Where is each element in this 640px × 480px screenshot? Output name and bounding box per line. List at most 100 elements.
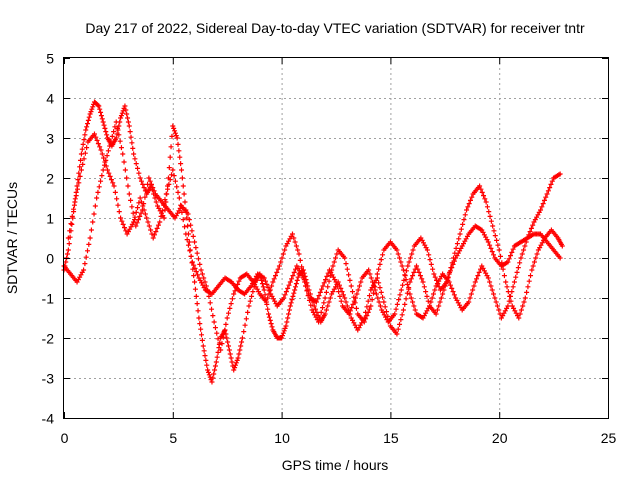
- data-point-interp: [367, 271, 373, 277]
- data-point-interp: [166, 181, 172, 187]
- data-point-interp: [350, 289, 356, 295]
- data-point-interp: [521, 299, 527, 305]
- data-point: [213, 359, 219, 365]
- data-point-interp: [526, 232, 532, 238]
- data-point-interp: [125, 115, 131, 121]
- data-point-interp: [229, 359, 235, 365]
- data-point-interp: [297, 257, 303, 263]
- data-point: [122, 103, 128, 109]
- data-point-interp: [349, 305, 355, 311]
- data-point-interp: [456, 236, 462, 242]
- x-axis-label: GPS time / hours: [282, 457, 389, 473]
- data-point-interp: [86, 241, 92, 247]
- data-point-interp: [337, 293, 343, 299]
- data-point-interp: [154, 225, 160, 231]
- data-point-interp: [174, 184, 180, 190]
- data-point-interp: [97, 144, 103, 150]
- data-point-interp: [169, 133, 175, 139]
- data-point-interp: [124, 111, 130, 117]
- data-point-interp: [462, 212, 468, 218]
- y-tick-label: 1: [46, 211, 54, 227]
- data-point-interp: [495, 242, 501, 248]
- data-point: [185, 211, 191, 217]
- data-point-interp: [295, 247, 301, 253]
- data-point-interp: [397, 255, 403, 261]
- data-point: [287, 303, 293, 309]
- data-point-interp: [466, 201, 472, 207]
- data-point-interp: [334, 284, 340, 290]
- data-point-interp: [520, 303, 526, 309]
- data-point-interp: [129, 204, 135, 210]
- data-point-interp: [90, 104, 96, 110]
- data-point: [100, 119, 106, 125]
- data-point-interp: [84, 124, 90, 130]
- data-point-interp: [488, 245, 494, 251]
- data-point-interp: [475, 273, 481, 279]
- data-point-interp: [478, 186, 484, 192]
- data-point-interp: [338, 298, 344, 304]
- data-point-interp: [129, 140, 135, 146]
- data-point-interp: [85, 248, 91, 254]
- data-point-interp: [539, 204, 545, 210]
- data-point: [246, 303, 252, 309]
- data-point: [170, 123, 176, 129]
- data-point-interp: [95, 141, 101, 147]
- data-point-interp: [508, 253, 514, 259]
- data-point: [400, 267, 406, 273]
- data-point-interp: [344, 303, 350, 309]
- data-point-interp: [284, 319, 290, 325]
- data-point: [516, 315, 522, 321]
- data-point: [133, 223, 139, 229]
- data-point: [78, 167, 84, 173]
- data-point-interp: [168, 172, 174, 178]
- data-point-interp: [397, 292, 403, 298]
- data-point-interp: [125, 119, 131, 125]
- data-point-interp: [434, 277, 440, 283]
- data-point-interp: [380, 252, 386, 258]
- data-point-interp: [528, 273, 534, 279]
- data-point-interp: [508, 298, 514, 304]
- data-point-interp: [265, 306, 271, 312]
- data-point-interp: [84, 145, 90, 151]
- y-tick-label: 4: [46, 91, 54, 107]
- data-point-interp: [326, 299, 332, 305]
- data-point-interp: [500, 266, 506, 272]
- data-point-interp: [373, 291, 379, 297]
- data-point-interp: [318, 309, 324, 315]
- data-point-interp: [64, 251, 70, 257]
- data-point-interp: [426, 252, 432, 258]
- data-point-interp: [369, 297, 375, 303]
- data-point-interp: [288, 300, 294, 306]
- data-point: [224, 315, 230, 321]
- data-point-interp: [530, 222, 536, 228]
- data-point-interp: [201, 275, 207, 281]
- data-point: [65, 247, 71, 253]
- data-point-interp: [241, 329, 247, 335]
- data-point: [407, 279, 413, 285]
- x-tick-label: 0: [61, 430, 69, 446]
- data-point-interp: [398, 259, 404, 265]
- data-point-interp: [293, 243, 299, 249]
- data-point-interp: [232, 362, 238, 368]
- data-point-interp: [416, 269, 422, 275]
- data-point-interp: [371, 283, 377, 289]
- data-point: [261, 287, 267, 293]
- data-point: [464, 207, 470, 213]
- data-point-interp: [482, 196, 488, 202]
- data-point: [361, 319, 367, 325]
- data-point-interp: [281, 328, 287, 334]
- data-point-interp: [323, 307, 329, 313]
- data-point-interp: [347, 277, 353, 283]
- data-point-interp: [447, 269, 453, 275]
- data-point-interp: [122, 167, 128, 173]
- data-point: [87, 111, 93, 117]
- data-point-interp: [118, 145, 124, 151]
- data-point-interp: [228, 301, 234, 307]
- data-point: [529, 267, 535, 273]
- data-point: [405, 263, 411, 269]
- data-point-interp: [142, 194, 148, 200]
- data-point-interp: [477, 266, 483, 272]
- data-point: [107, 143, 113, 149]
- data-point-interp: [510, 246, 516, 252]
- data-point-interp: [304, 287, 310, 293]
